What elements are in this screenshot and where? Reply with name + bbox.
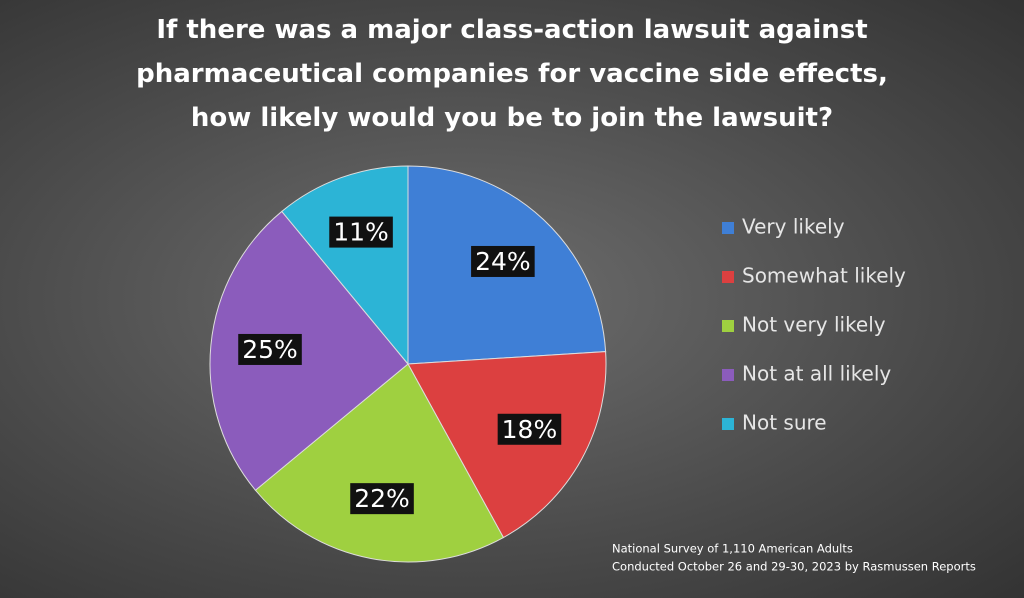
pie-slice <box>281 165 409 366</box>
data-label: 11% <box>329 216 393 248</box>
data-label: 22% <box>350 483 414 515</box>
data-label-box <box>471 245 535 277</box>
data-label-text: 18% <box>502 415 558 444</box>
legend-swatch <box>722 222 734 234</box>
footnote: National Survey of 1,110 American Adults <box>612 542 853 556</box>
legend-label: Not very likely <box>742 313 886 337</box>
legend-label: Not sure <box>742 411 827 435</box>
data-label-box <box>350 483 414 515</box>
data-label-box <box>238 333 302 365</box>
legend-swatch <box>722 418 734 430</box>
data-label-box <box>497 413 562 445</box>
legend-label: Somewhat likely <box>742 264 906 288</box>
data-label-text: 22% <box>354 484 410 513</box>
legend-swatch <box>722 271 734 283</box>
legend-label: Not at all likely <box>742 362 891 386</box>
footnote: Conducted October 26 and 29-30, 2023 by … <box>612 560 976 574</box>
pie-slice <box>254 363 505 563</box>
data-label: 18% <box>497 413 562 445</box>
pie-slice <box>209 210 409 491</box>
data-label-text: 11% <box>333 218 389 247</box>
chart-title: If there was a major class-action lawsui… <box>136 15 888 133</box>
data-label-text: 25% <box>242 335 298 364</box>
legend-swatch <box>722 369 734 381</box>
data-label: 24% <box>471 245 535 277</box>
legend-label: Very likely <box>742 215 845 239</box>
legend-swatch <box>722 320 734 332</box>
data-label-text: 24% <box>475 247 531 276</box>
data-label-box <box>329 216 393 248</box>
data-label: 25% <box>238 333 302 365</box>
